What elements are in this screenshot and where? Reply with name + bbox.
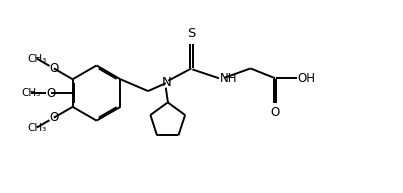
Text: O: O bbox=[49, 111, 58, 124]
Text: N: N bbox=[162, 76, 172, 89]
Text: O: O bbox=[49, 62, 58, 75]
Text: S: S bbox=[187, 27, 195, 40]
Text: O: O bbox=[270, 106, 280, 119]
Text: O: O bbox=[46, 86, 56, 100]
Text: OH: OH bbox=[297, 72, 316, 85]
Text: CH₃: CH₃ bbox=[27, 53, 46, 63]
Text: NH: NH bbox=[220, 72, 237, 85]
Text: CH₃: CH₃ bbox=[22, 88, 41, 98]
Text: CH₃: CH₃ bbox=[27, 123, 46, 133]
